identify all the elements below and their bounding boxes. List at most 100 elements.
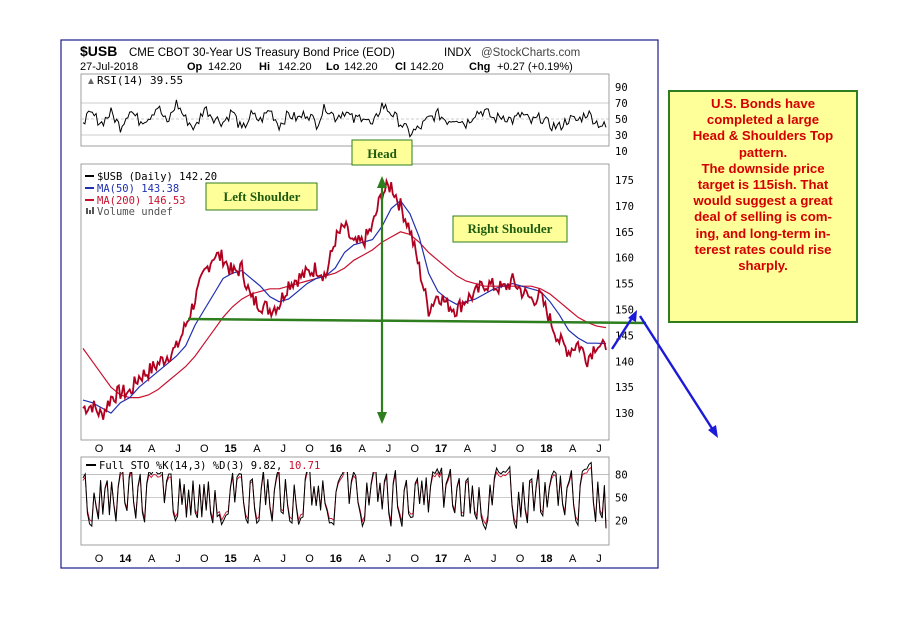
- x-tick-label: J: [280, 553, 286, 565]
- price-tick-label: 145: [615, 330, 634, 342]
- x-tick-label: 17: [435, 553, 447, 565]
- note-line: would suggest a great: [693, 193, 833, 209]
- sto-tick-label: 50: [615, 493, 628, 505]
- right-shoulder-box: [452, 215, 568, 243]
- x-tick-label: 14: [119, 443, 132, 455]
- low-value: 142.20: [344, 61, 378, 73]
- x-tick-label: 16: [330, 443, 342, 455]
- analysis-note: U.S. Bonds have completed a large Head &…: [668, 90, 858, 323]
- x-tick-label: A: [358, 443, 366, 455]
- forecast-up-line: [610, 317, 634, 350]
- x-tick-label: O: [95, 553, 104, 565]
- x-tick-label: O: [411, 443, 420, 455]
- x-tick-label: A: [464, 553, 472, 565]
- legend-ma200: MA(200) 146.53: [97, 195, 186, 207]
- left-shoulder-label: Left Shoulder: [224, 189, 301, 204]
- change-label: Chg: [469, 61, 490, 73]
- symbol-label: $USB: [80, 43, 117, 59]
- sto-label-value: 10.71: [289, 460, 321, 472]
- head-label-box: [351, 139, 413, 166]
- chart-frame: [60, 39, 659, 569]
- x-tick-label: A: [569, 553, 577, 565]
- sto-x-axis: O 14 A J O 15 A J O 16 A J O 17 A J O 18 A J: [95, 553, 602, 565]
- price-axis: 175 170 165 160 155 150 145 140 135 130: [615, 175, 634, 420]
- x-tick-label: A: [148, 443, 156, 455]
- high-label: Hi: [259, 61, 270, 73]
- price-tick-label: 165: [615, 227, 634, 239]
- date-label: 27-Jul-2018: [80, 61, 138, 73]
- rsi-line: [82, 99, 607, 138]
- right-shoulder-label: Right Shoulder: [468, 221, 553, 236]
- price-tick-label: 140: [615, 356, 634, 368]
- open-label: Op: [187, 61, 203, 73]
- sto-label-bg: [84, 459, 384, 472]
- legend-volume: Volume undef: [97, 206, 173, 218]
- x-tick-label: 17: [435, 443, 447, 455]
- left-shoulder-box: [205, 182, 318, 211]
- sto-panel: [80, 456, 610, 546]
- x-tick-label: O: [516, 443, 525, 455]
- x-tick-label: O: [305, 553, 314, 565]
- rsi-tick-label: 30: [615, 130, 628, 142]
- x-tick-label: J: [175, 553, 181, 565]
- sto-label: Full STO %K(14,3) %D(3) 9.82, 10.71: [99, 460, 320, 472]
- x-tick-label: O: [305, 443, 314, 455]
- price-panel: [80, 163, 610, 441]
- forecast-down-line: [638, 315, 715, 431]
- x-tick-label: O: [95, 443, 104, 455]
- x-tick-label: A: [569, 443, 577, 455]
- sto-label-prefix: Full STO %K(14,3) %D(3) 9.82,: [99, 460, 282, 472]
- rsi-tick-label: 90: [615, 82, 628, 94]
- rsi-tick-label: 70: [615, 98, 628, 110]
- x-tick-label: A: [464, 443, 472, 455]
- x-tick-label: 18: [540, 553, 552, 565]
- x-tick-label: J: [596, 553, 602, 565]
- exchange-label: INDX: [444, 47, 472, 59]
- forecast-down-arrowhead-icon: [708, 425, 718, 438]
- volume-icon: [86, 207, 94, 214]
- rsi-axis: 90 70 50 30 10: [615, 82, 628, 158]
- change-value: +0.27 (+0.19%): [497, 61, 573, 73]
- price-tick-label: 175: [615, 175, 634, 187]
- head-label: Head: [367, 146, 397, 161]
- x-tick-label: O: [200, 553, 209, 565]
- close-label: Cl: [395, 61, 406, 73]
- note-line: Head & Shoulders Top: [692, 128, 834, 144]
- x-tick-label: J: [596, 443, 602, 455]
- x-tick-label: A: [148, 553, 156, 565]
- x-tick-label: J: [386, 553, 392, 565]
- x-tick-label: 16: [330, 553, 342, 565]
- price-tick-label: 150: [615, 305, 634, 317]
- note-line: completed a large: [706, 112, 820, 128]
- sto-tick-label: 80: [615, 469, 628, 481]
- legend-price: $USB (Daily) 142.20: [97, 171, 217, 183]
- x-tick-label: J: [175, 443, 181, 455]
- note-line: deal of selling is com-: [694, 209, 832, 225]
- price-x-axis: O 14 A J O 15 A J O 16 A J O 17 A J O 18 A J: [95, 443, 602, 455]
- legend-ma50: MA(50) 143.38: [97, 183, 179, 195]
- neckline: [187, 317, 647, 325]
- note-line: sharply.: [738, 258, 788, 274]
- price-tick-label: 155: [615, 279, 634, 291]
- price-tick-label: 160: [615, 253, 634, 265]
- sto-axis: 80 50 20: [615, 469, 628, 527]
- x-tick-label: 14: [119, 553, 132, 565]
- note-line: target is 115ish. That: [697, 177, 829, 193]
- sto-tick-label: 20: [615, 516, 628, 528]
- x-tick-label: J: [491, 443, 497, 455]
- price-tick-label: 135: [615, 382, 634, 394]
- x-tick-label: O: [516, 553, 525, 565]
- x-tick-label: 15: [224, 553, 236, 565]
- rsi-panel: [80, 73, 610, 147]
- note-line: ing, and long-term in-: [695, 225, 831, 241]
- source-label: @StockCharts.com: [481, 47, 580, 59]
- x-tick-label: J: [491, 553, 497, 565]
- x-tick-label: A: [358, 553, 366, 565]
- high-value: 142.20: [278, 61, 312, 73]
- x-tick-label: O: [411, 553, 420, 565]
- price-tick-label: 170: [615, 201, 634, 213]
- price-tick-label: 130: [615, 408, 634, 420]
- forecast-up-arrowhead-icon: [628, 310, 637, 322]
- note-line: terest rates could rise: [694, 241, 832, 257]
